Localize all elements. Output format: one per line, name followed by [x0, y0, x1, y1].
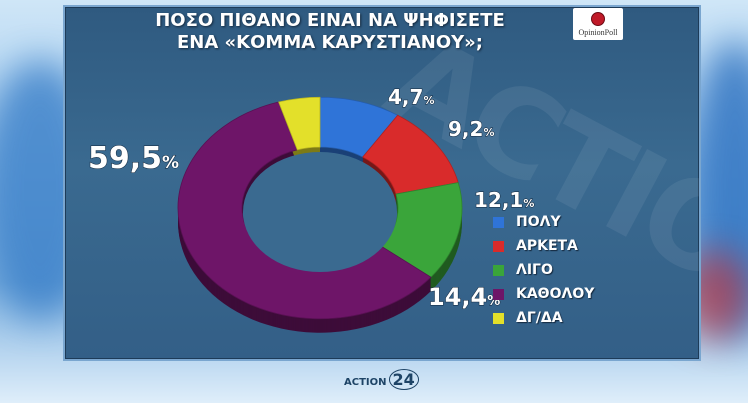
legend-swatch — [493, 216, 504, 228]
slice-δγ/δα — [278, 96, 321, 151]
opinionpoll-logo: OpinionPoll — [573, 8, 623, 40]
chart-legend: ΠΟΛΥ ΑΡΚΕΤΑ ΛΙΓΟ ΚΑΘΟΛΟΥ ΔΓ/ΔΑ — [493, 210, 594, 330]
legend-item-δγ/δα: ΔΓ/ΔΑ — [493, 306, 594, 330]
value-label-καθολου: 59,5% — [88, 141, 179, 176]
value-label-αρκετα: 12,1% — [474, 188, 534, 212]
legend-label: ΚΑΘΟΛΟΥ — [516, 286, 595, 302]
value-unit: % — [523, 197, 534, 210]
legend-label: ΑΡΚΕΤΑ — [516, 238, 578, 254]
legend-label: ΛΙΓΟ — [516, 262, 553, 278]
value-label-πολυ: 9,2% — [448, 117, 494, 141]
legend-item-πολυ: ΠΟΛΥ — [493, 210, 594, 234]
legend-label: ΠΟΛΥ — [516, 214, 561, 230]
legend-label: ΔΓ/ΔΑ — [516, 310, 563, 326]
legend-item-καθολου: ΚΑΘΟΛΟΥ — [493, 282, 594, 306]
footer-brand: ACTION — [344, 377, 387, 388]
title-line-1: ΠΟΣΟ ΠΙΘΑΝΟ ΕΙΝΑΙ ΝΑ ΨΗΦΙΣΕΤΕ — [155, 10, 505, 31]
legend-swatch — [493, 240, 504, 252]
legend-swatch — [493, 264, 504, 276]
title-line-2: ΕΝΑ «ΚΟΜΜΑ ΚΑΡΥΣΤΙΑΝΟΥ»; — [177, 32, 483, 53]
legend-item-λιγο: ΛΙΓΟ — [493, 258, 594, 282]
value-unit: % — [423, 94, 434, 107]
logo-text: OpinionPoll — [578, 27, 618, 37]
footer-number: 24 — [388, 369, 419, 390]
chart-title: ΠΟΣΟ ΠΙΘΑΝΟ ΕΙΝΑΙ ΝΑ ΨΗΦΙΣΕΤΕ ΕΝΑ «ΚΟΜΜΑ… — [120, 10, 540, 54]
action24-logo: ACTION 24 — [344, 369, 419, 390]
value-number: 9,2 — [448, 117, 483, 141]
value-number: 14,4 — [428, 283, 487, 311]
logo-dot-icon — [591, 11, 605, 26]
value-label-δγ/δα: 4,7% — [388, 85, 434, 109]
value-number: 4,7 — [388, 85, 423, 109]
value-unit: % — [483, 126, 494, 139]
legend-swatch — [493, 312, 504, 324]
value-label-λιγο: 14,4% — [428, 283, 500, 311]
value-number: 12,1 — [474, 188, 523, 212]
legend-swatch — [493, 288, 504, 300]
donut-hole — [243, 151, 397, 273]
legend-item-αρκετα: ΑΡΚΕΤΑ — [493, 234, 594, 258]
value-number: 59,5 — [88, 141, 162, 176]
value-unit: % — [162, 153, 179, 173]
